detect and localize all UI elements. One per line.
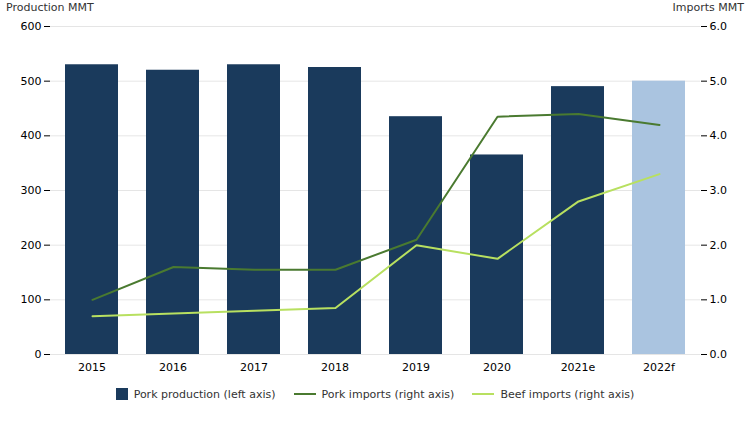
svg-text:1.0: 1.0	[710, 293, 728, 306]
svg-text:2016: 2016	[159, 361, 187, 374]
svg-text:300: 300	[21, 184, 42, 197]
svg-text:2015: 2015	[78, 361, 106, 374]
svg-text:2017: 2017	[240, 361, 268, 374]
svg-text:2021e: 2021e	[561, 361, 596, 374]
svg-text:6.0: 6.0	[710, 20, 728, 33]
svg-text:5.0: 5.0	[710, 75, 728, 88]
html-text:Beef imports (right axis): Beef imports (right axis)	[500, 387, 635, 401]
svg-text:2018: 2018	[321, 361, 349, 374]
svg-text:2019: 2019	[402, 361, 430, 374]
html-text:Imports MMT: Imports MMT	[672, 1, 744, 14]
html-text:Production MMT: Production MMT	[6, 1, 94, 14]
html-text:Pork production (left axis): Pork production (left axis)	[133, 387, 276, 401]
svg-text:0: 0	[35, 348, 42, 361]
svg-text:4.0: 4.0	[710, 129, 728, 142]
svg-text:3.0: 3.0	[710, 184, 728, 197]
svg-text:600: 600	[21, 20, 42, 33]
svg-text:2.0: 2.0	[710, 239, 728, 252]
svg-text:500: 500	[21, 75, 42, 88]
html-text:Pork imports (right axis): Pork imports (right axis)	[321, 387, 455, 401]
svg-text:2020: 2020	[483, 361, 511, 374]
svg-text:400: 400	[21, 129, 42, 142]
svg-text:0.0: 0.0	[710, 348, 728, 361]
svg-text:2022f: 2022f	[643, 361, 676, 374]
svg-text:200: 200	[21, 239, 42, 252]
svg-text:100: 100	[21, 293, 42, 306]
